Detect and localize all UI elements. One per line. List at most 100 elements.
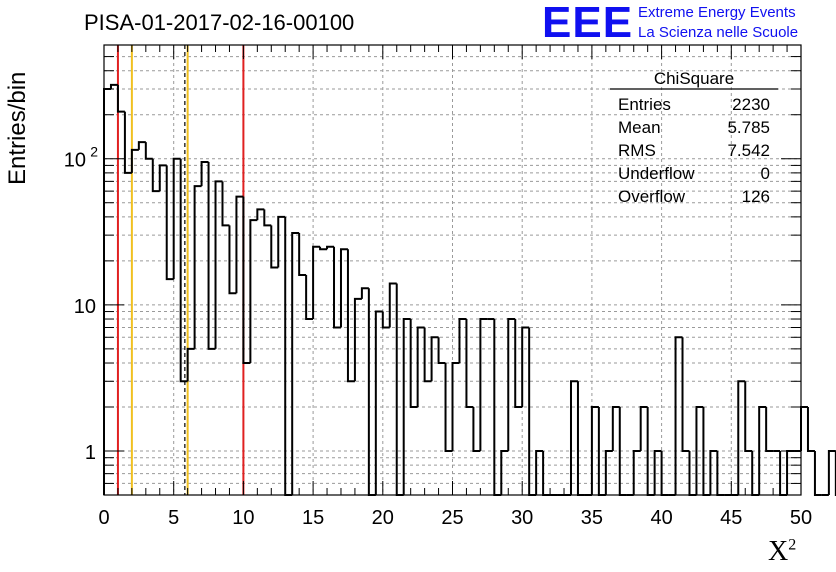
x-axis-label-superscript: 2 — [788, 536, 797, 554]
histogram-bin — [381, 311, 390, 329]
histogram-bin — [632, 450, 641, 495]
histogram-bin — [305, 275, 314, 321]
histogram-bin — [416, 326, 425, 408]
histogram-bin — [235, 195, 244, 294]
histogram-bin — [800, 406, 808, 452]
histogram-bin — [312, 245, 321, 320]
stats-value-rms: 7.542 — [727, 141, 770, 160]
x-tick-label: 20 — [372, 507, 394, 529]
x-tick-label: 40 — [650, 507, 672, 529]
histogram-bin — [744, 381, 753, 453]
stats-box: ChiSquare Entries 2230 Mean 5.785 RMS 7.542 Un… — [610, 69, 778, 206]
histogram-bin — [158, 164, 167, 192]
histogram-bin — [458, 318, 467, 364]
histogram-bin — [395, 283, 404, 496]
histogram-bin — [737, 380, 746, 495]
histogram-bin — [193, 185, 202, 349]
stats-title: ChiSquare — [654, 69, 734, 88]
histogram-bin — [319, 246, 328, 251]
histogram-bin — [277, 215, 286, 268]
histogram-bin — [528, 327, 537, 496]
histogram-bin — [179, 158, 188, 383]
histogram-bin — [200, 160, 209, 187]
x-tick-label: 15 — [302, 507, 324, 529]
histogram-bin — [681, 337, 690, 453]
histogram-bin — [165, 165, 174, 281]
histogram-bin — [249, 219, 258, 364]
histogram-bin — [535, 450, 544, 495]
histogram-bin — [827, 450, 836, 495]
histogram-bin — [103, 87, 111, 495]
y-tick-superscript: 2 — [90, 144, 98, 160]
x-tick-label: 45 — [720, 507, 742, 529]
histogram-bin — [270, 225, 279, 269]
histogram-bin — [695, 406, 704, 495]
histogram-bin — [430, 336, 439, 382]
x-tick-label: 50 — [790, 507, 812, 529]
histogram-bin — [291, 232, 300, 495]
histogram-bin — [569, 380, 578, 495]
histogram-bin — [214, 180, 223, 349]
stats-label-mean: Mean — [618, 118, 661, 137]
histogram-bin — [172, 157, 181, 280]
histogram-bin — [144, 142, 153, 160]
y-tick-label: 1 — [85, 442, 96, 464]
histogram-bin — [346, 249, 355, 383]
histogram-bin — [228, 225, 237, 295]
histogram-bin — [360, 287, 369, 299]
stats-value-mean: 5.785 — [727, 118, 770, 137]
stats-value-underflow: 0 — [761, 164, 770, 183]
stats-value-overflow: 126 — [742, 187, 770, 206]
histogram-bin — [472, 407, 481, 453]
histogram-bin — [611, 406, 620, 452]
logo-line-2: La Scienza nelle Scuole — [638, 24, 799, 41]
stats-value-entries: 2230 — [732, 95, 770, 114]
stats-label-overflow: Overflow — [618, 187, 686, 206]
histogram-bin — [758, 406, 767, 495]
histogram-bin — [242, 196, 251, 365]
histogram-bin — [256, 208, 265, 221]
histogram-bin — [765, 407, 774, 453]
histogram-bin — [339, 248, 348, 328]
chart-title: PISA-01-2017-02-16-00100 — [84, 10, 355, 35]
histogram-bin — [374, 310, 383, 495]
x-tick-label: 5 — [168, 507, 179, 529]
histogram-layer — [103, 83, 836, 496]
eee-logo: EEE — [542, 0, 634, 47]
histogram-bin — [284, 216, 293, 496]
x-axis-label: X2 — [768, 536, 796, 568]
stats-label-rms: RMS — [618, 141, 656, 160]
histogram-bin — [109, 83, 118, 89]
logo-line-1: Extreme Energy Events — [638, 4, 796, 21]
x-tick-label: 0 — [98, 507, 109, 529]
y-tick-label: 10 — [74, 296, 96, 318]
x-tick-label: 30 — [511, 507, 533, 529]
histogram-bin — [590, 406, 599, 495]
histogram-bin — [402, 318, 411, 495]
histogram-bin — [298, 233, 307, 277]
histogram-bin — [479, 318, 488, 452]
stats-label-entries: Entries — [618, 95, 671, 114]
histogram-bin — [151, 158, 160, 193]
histogram-bin — [514, 319, 523, 409]
histogram-bin — [130, 148, 139, 173]
histogram-bin — [604, 450, 613, 495]
histogram-bin — [653, 450, 662, 495]
histogram-bin — [221, 181, 230, 227]
histogram-bin — [207, 161, 216, 350]
histogram-bin — [409, 319, 418, 409]
histogram-bin — [186, 347, 195, 382]
y-tick-label: 10 — [64, 150, 86, 172]
histogram-bin — [353, 297, 362, 382]
histogram-bin — [437, 337, 446, 365]
x-tick-label: 35 — [581, 507, 603, 529]
histogram-bin — [521, 326, 530, 408]
histogram-bin — [674, 336, 683, 495]
histogram-bin — [639, 406, 648, 452]
x-tick-label: 10 — [232, 507, 254, 529]
histogram-bin — [263, 209, 272, 227]
histogram-bin — [326, 245, 335, 250]
histogram-bin — [500, 450, 509, 495]
